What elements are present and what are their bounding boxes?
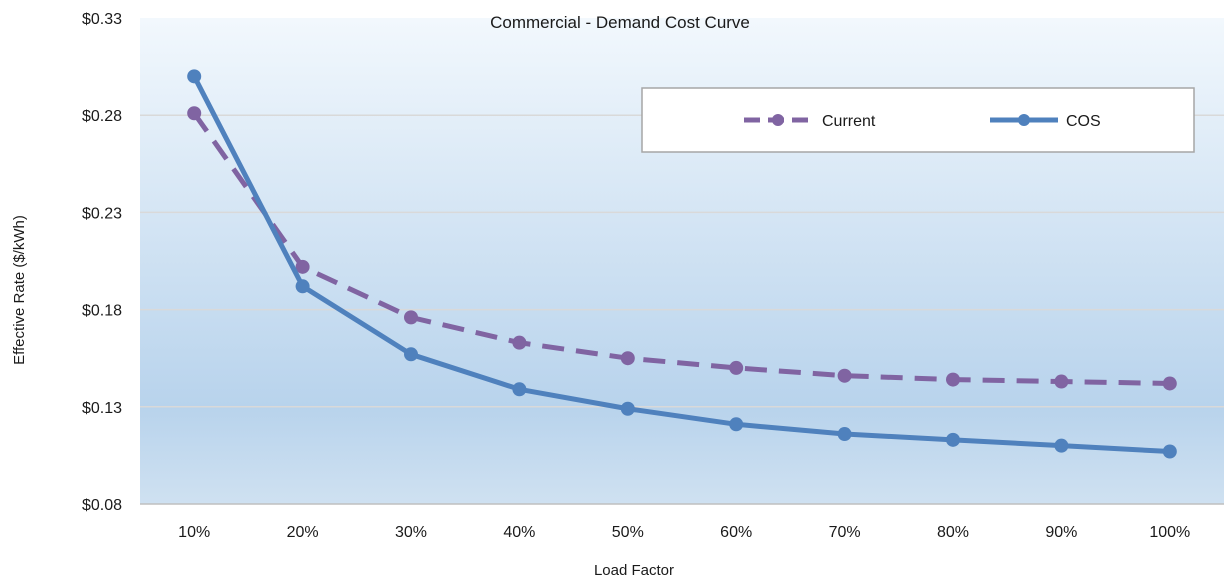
y-tick-label: $0.08 [82,497,122,514]
series-cos [187,69,1177,459]
data-point-current [729,360,744,375]
data-point-current [295,259,310,274]
series-layer [187,69,1177,459]
legend-cos-marker [1018,114,1030,126]
x-tick-label: 50% [612,524,644,541]
legend-box [641,87,1195,153]
data-point-current [620,351,635,366]
x-tick-label: 20% [287,524,319,541]
y-tick-label: $0.28 [82,108,122,125]
x-tick-label: 100% [1149,524,1190,541]
x-tick-label: 70% [829,524,861,541]
data-point-cos [187,69,202,84]
x-tick-label: 90% [1045,524,1077,541]
chart-title: Commercial - Demand Cost Curve [490,13,750,32]
data-point-current [404,310,418,325]
legend-current-label: Current [822,113,876,130]
data-point-cos [512,382,527,397]
axes: $0.08 $0.13 $0.18 $0.23 $0.28 $0.33 10% 20% 30% 4… [82,11,1224,541]
data-point-current [187,106,202,121]
data-point-current [1162,376,1177,391]
data-point-cos [837,427,852,442]
data-point-cos [1162,444,1177,459]
data-point-cos [1054,438,1069,453]
x-tick-label: 30% [395,524,427,541]
x-axis-label: Load Factor [594,562,674,579]
legend-current-marker [772,114,784,126]
y-tick-label: $0.23 [82,205,122,222]
x-tick-label: 40% [503,524,535,541]
legend: Current COS [641,87,1195,153]
data-point-current [512,335,527,350]
series-line-cos [191,75,1170,455]
data-point-current [946,372,960,387]
data-point-cos [729,417,744,432]
data-point-cos [946,432,960,447]
data-point-cos [620,401,635,416]
y-tick-label: $0.13 [82,400,122,417]
x-tick-label: 80% [937,524,969,541]
data-point-current [837,368,852,383]
data-point-cos [295,279,310,294]
legend-cos-label: COS [1066,113,1101,130]
x-tick-label: 10% [178,524,210,541]
data-point-current [1054,374,1069,389]
y-tick-label: $0.33 [82,11,122,28]
data-point-cos [404,347,418,362]
y-axis-label: Effective Rate ($/kWh) [11,215,28,365]
x-tick-label: 60% [720,524,752,541]
y-tick-label: $0.18 [82,303,122,320]
series-current [187,106,1177,391]
series-line-current [192,111,1170,386]
